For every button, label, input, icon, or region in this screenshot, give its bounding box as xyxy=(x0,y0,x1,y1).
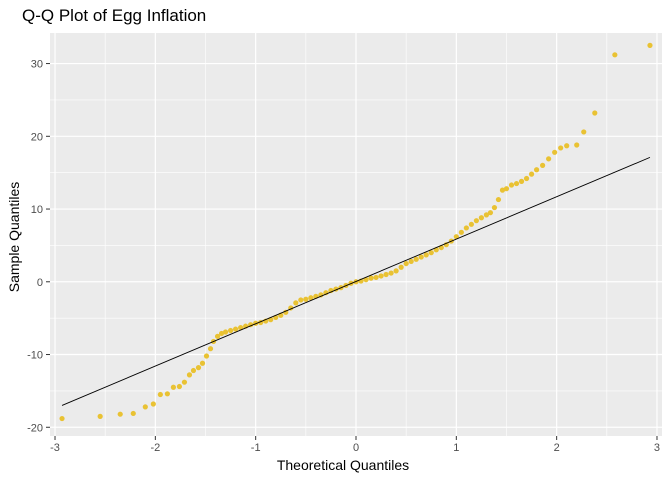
data-point xyxy=(458,229,464,235)
data-point xyxy=(393,268,399,274)
data-point xyxy=(503,186,510,192)
data-point xyxy=(238,325,244,331)
data-point xyxy=(373,274,379,281)
data-point xyxy=(190,367,197,374)
data-point xyxy=(487,210,494,216)
data-point xyxy=(499,187,506,193)
x-tick-label: 2 xyxy=(554,442,560,454)
data-point xyxy=(574,142,580,148)
data-point xyxy=(214,333,221,339)
y-tick-label: 0 xyxy=(37,277,43,289)
data-point xyxy=(495,196,502,203)
data-point xyxy=(227,327,234,334)
y-axis-title: Sample Quantiles xyxy=(6,182,22,293)
y-tick-label: 10 xyxy=(31,204,43,216)
data-point xyxy=(170,384,177,390)
data-point xyxy=(59,415,65,422)
y-tick-label: -20 xyxy=(27,422,43,434)
data-point xyxy=(293,300,299,306)
data-point xyxy=(378,273,384,279)
data-point xyxy=(97,413,103,419)
x-tick-label: 3 xyxy=(654,442,660,454)
data-point xyxy=(403,260,409,267)
data-point xyxy=(552,149,558,155)
data-point xyxy=(308,295,314,301)
data-point xyxy=(546,156,552,162)
data-point xyxy=(592,110,598,116)
data-point xyxy=(383,271,389,278)
grid-lines xyxy=(50,33,662,436)
data-point xyxy=(157,391,163,398)
data-point xyxy=(368,275,374,281)
data-point xyxy=(513,180,520,187)
data-points xyxy=(59,42,653,422)
x-tick-label: -3 xyxy=(50,442,60,454)
reference-line xyxy=(61,156,651,406)
data-point xyxy=(453,234,459,240)
data-point xyxy=(483,212,490,218)
data-point xyxy=(181,379,188,385)
data-point xyxy=(283,309,289,315)
data-point xyxy=(233,326,239,332)
data-point xyxy=(508,182,515,188)
data-point xyxy=(564,143,570,149)
data-point xyxy=(647,42,653,48)
data-point xyxy=(491,204,498,211)
data-point xyxy=(207,346,214,352)
reference-line-group xyxy=(61,156,651,406)
data-point xyxy=(298,297,304,303)
data-point xyxy=(117,411,123,417)
data-point xyxy=(468,221,474,227)
data-point xyxy=(186,372,193,378)
data-point xyxy=(195,365,202,371)
y-tick-label: 20 xyxy=(31,131,43,143)
x-axis-title: Theoretical Quantiles xyxy=(277,457,409,473)
data-point xyxy=(523,175,530,182)
data-point xyxy=(540,162,546,168)
data-point xyxy=(581,129,587,135)
data-point xyxy=(218,330,225,337)
data-point xyxy=(478,215,485,221)
data-point xyxy=(318,292,324,298)
data-point xyxy=(413,256,419,262)
data-point xyxy=(222,329,229,335)
data-point xyxy=(303,296,309,302)
x-tick-label: -2 xyxy=(150,442,160,454)
data-point xyxy=(528,171,535,177)
data-point xyxy=(203,353,210,359)
data-point xyxy=(164,391,170,397)
data-point xyxy=(428,250,434,256)
data-point xyxy=(423,252,429,258)
x-tick-label: 0 xyxy=(353,442,359,454)
data-point xyxy=(533,167,540,173)
data-point xyxy=(398,264,404,270)
data-point xyxy=(518,178,525,184)
data-point xyxy=(142,404,148,410)
data-point xyxy=(130,410,136,417)
chart-title: Q-Q Plot of Egg Inflation xyxy=(22,6,207,25)
data-point xyxy=(176,383,183,390)
y-tick-label: 30 xyxy=(31,59,43,71)
data-point xyxy=(463,225,469,231)
data-point xyxy=(418,254,424,260)
data-point xyxy=(612,52,618,58)
x-tick-label: 1 xyxy=(453,442,459,454)
data-point xyxy=(408,258,414,265)
data-point xyxy=(473,218,479,224)
y-tick-label: -10 xyxy=(27,350,43,362)
x-tick-label: -1 xyxy=(251,442,261,454)
data-point xyxy=(363,277,369,283)
data-point xyxy=(558,145,564,151)
data-point xyxy=(388,270,394,276)
data-point xyxy=(199,360,206,366)
data-point xyxy=(150,401,156,407)
